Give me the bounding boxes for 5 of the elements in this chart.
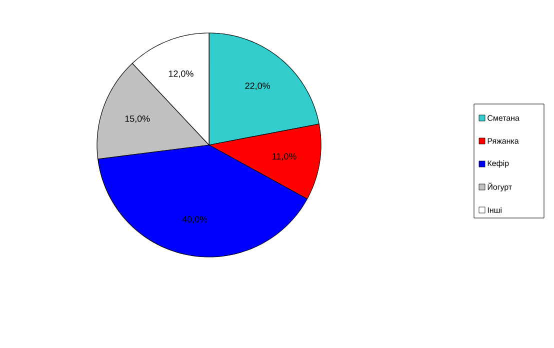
data-label: 22,0% — [245, 82, 270, 90]
data-label: 11,0% — [272, 153, 296, 161]
data-label: 40,0% — [182, 216, 208, 224]
data-label: 12,0% — [168, 70, 194, 78]
data-label: 15,0% — [125, 115, 150, 123]
